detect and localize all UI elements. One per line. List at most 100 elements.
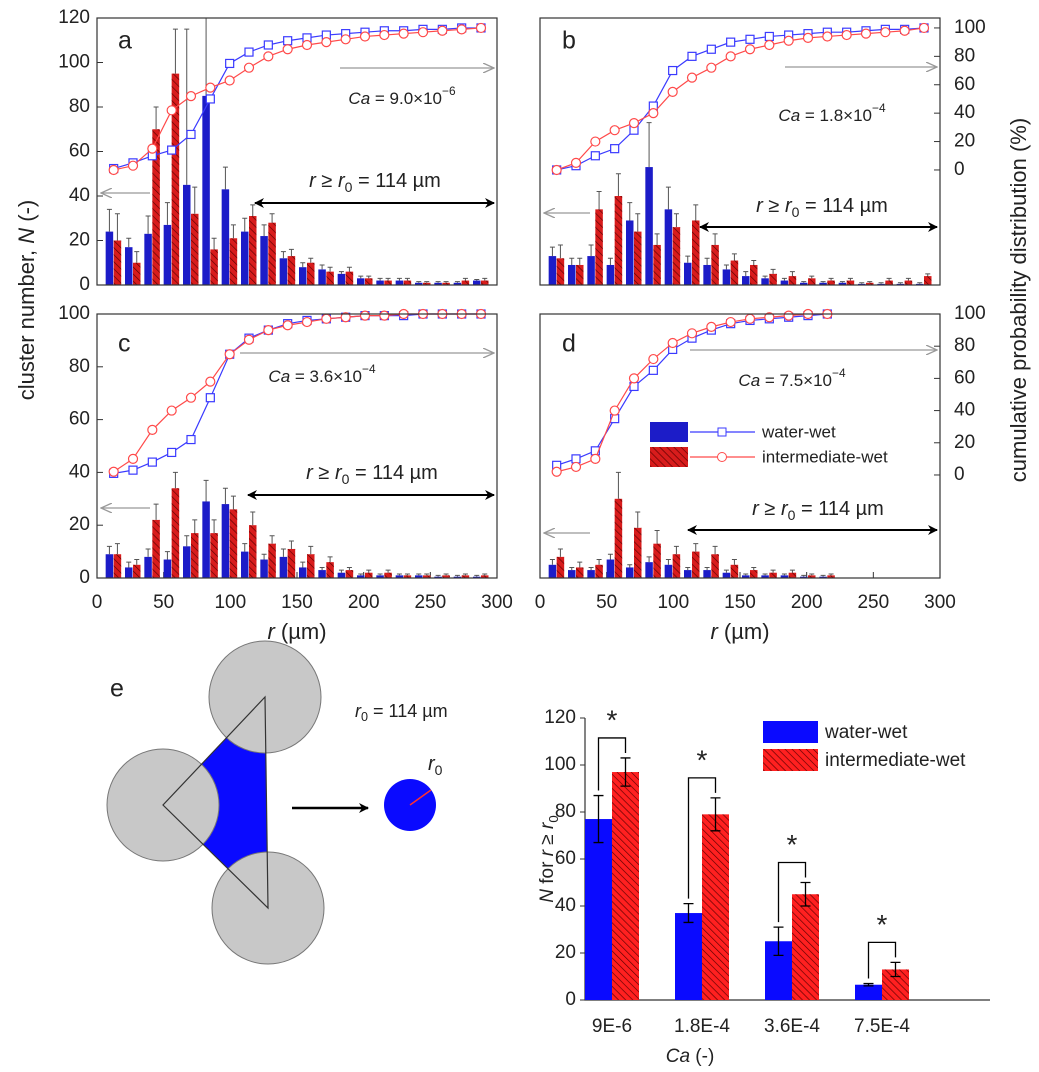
error-bar	[596, 559, 602, 565]
error-bar	[867, 281, 873, 283]
range-label-part: ≥	[316, 170, 338, 192]
legend-label: water-wet	[761, 422, 836, 441]
range-label-part: ≥	[313, 462, 335, 484]
error-bar	[269, 535, 275, 544]
bar	[163, 559, 172, 578]
y-tick-label: 60	[555, 848, 576, 869]
error-bar	[569, 257, 575, 265]
error-bar	[710, 797, 721, 832]
error-bar	[646, 556, 652, 563]
y-tick-label: 120	[544, 707, 576, 728]
cumulative-marker	[783, 310, 794, 321]
error-bar	[192, 186, 198, 214]
bar	[260, 236, 268, 285]
r0-label-part: 0	[361, 710, 368, 724]
error-bar	[549, 246, 555, 257]
bar	[780, 280, 789, 285]
cumulative-marker	[764, 39, 775, 51]
error-bar	[385, 277, 391, 281]
error-bar	[743, 573, 749, 576]
cumulative-marker	[243, 62, 255, 73]
cumulative-marker	[706, 44, 716, 54]
significance-marker: *	[787, 829, 798, 860]
cumulative-marker	[860, 28, 872, 39]
bar-hatch	[481, 280, 489, 285]
cumulative-marker	[205, 393, 215, 403]
error-bar	[569, 566, 575, 571]
cumulative-marker	[725, 51, 736, 62]
bar-hatch	[924, 276, 932, 285]
bar-hatch	[692, 220, 700, 285]
bar	[221, 189, 230, 285]
bar	[125, 567, 133, 578]
bar	[819, 282, 827, 285]
radius-label-part: r	[428, 753, 436, 775]
bar-hatch	[885, 280, 893, 285]
legend-label: water-wet	[824, 722, 908, 743]
error-bar	[288, 540, 294, 549]
y-tick-label: 20	[555, 942, 576, 963]
error-bar	[859, 282, 865, 284]
error-bar	[615, 471, 621, 499]
cumulative-marker	[822, 31, 833, 42]
error-bar	[588, 566, 594, 571]
cumulative-marker	[609, 125, 620, 136]
radius	[409, 789, 432, 806]
error-bar	[327, 266, 333, 272]
legend-marker	[717, 452, 727, 462]
error-bar	[126, 237, 132, 248]
significance-bracket	[597, 737, 627, 791]
error-bar	[308, 257, 314, 263]
bar	[645, 562, 653, 578]
x-tick-label: 9E-6	[592, 1016, 632, 1037]
bar-hatch	[827, 280, 835, 285]
x-tick-label: 150	[281, 592, 313, 613]
cumulative-marker	[282, 44, 293, 55]
error-bar	[145, 548, 151, 557]
y2-tick-label: 80	[954, 45, 975, 66]
bar	[395, 575, 404, 578]
error-bar	[462, 277, 468, 281]
cumulative-marker	[706, 62, 717, 73]
error-bar	[801, 574, 807, 577]
panel-label: b	[562, 27, 576, 55]
bar-hatch	[384, 280, 392, 285]
ca-annotation-part: = 9.0×10	[370, 89, 442, 108]
y2-tick-label: 20	[954, 131, 975, 152]
bar-hatch	[595, 564, 603, 578]
range-label-part: 0	[342, 471, 350, 487]
bar	[318, 269, 326, 285]
bar	[703, 570, 711, 578]
y-axis-title-part: (-)	[14, 200, 39, 228]
bar	[434, 282, 442, 285]
cumulative-marker	[668, 65, 678, 76]
bar-hatch	[133, 262, 141, 285]
significance-bracket	[867, 941, 897, 979]
bar	[568, 570, 576, 578]
error-bar	[607, 257, 613, 265]
plot-frame	[96, 313, 498, 579]
error-bar	[366, 569, 372, 573]
y-tick-label: 80	[69, 96, 90, 117]
cumulative-marker	[648, 365, 658, 375]
y-tick-label: 20	[69, 230, 90, 251]
error-bar	[665, 186, 671, 210]
bar-hatch	[171, 488, 180, 578]
cumulative-marker	[744, 313, 756, 324]
x-axis-title-part: Ca	[666, 1046, 690, 1067]
range-label-part: r	[335, 462, 343, 484]
error-bar	[762, 573, 768, 576]
error-bar	[250, 511, 256, 526]
error-bar	[820, 281, 826, 283]
y-tick-label: 40	[69, 185, 90, 206]
y-axis-title: N for r ≥ r0	[537, 815, 561, 903]
bar	[548, 564, 557, 578]
error-bar	[762, 275, 768, 279]
error-bar	[338, 271, 344, 274]
error-bar	[404, 573, 410, 576]
range-label-part: = 114 µm	[349, 462, 437, 484]
error-bar	[635, 213, 641, 232]
bar	[144, 233, 152, 285]
range-label-part: = 114 µm	[795, 498, 883, 520]
bar-hatch	[171, 73, 180, 285]
